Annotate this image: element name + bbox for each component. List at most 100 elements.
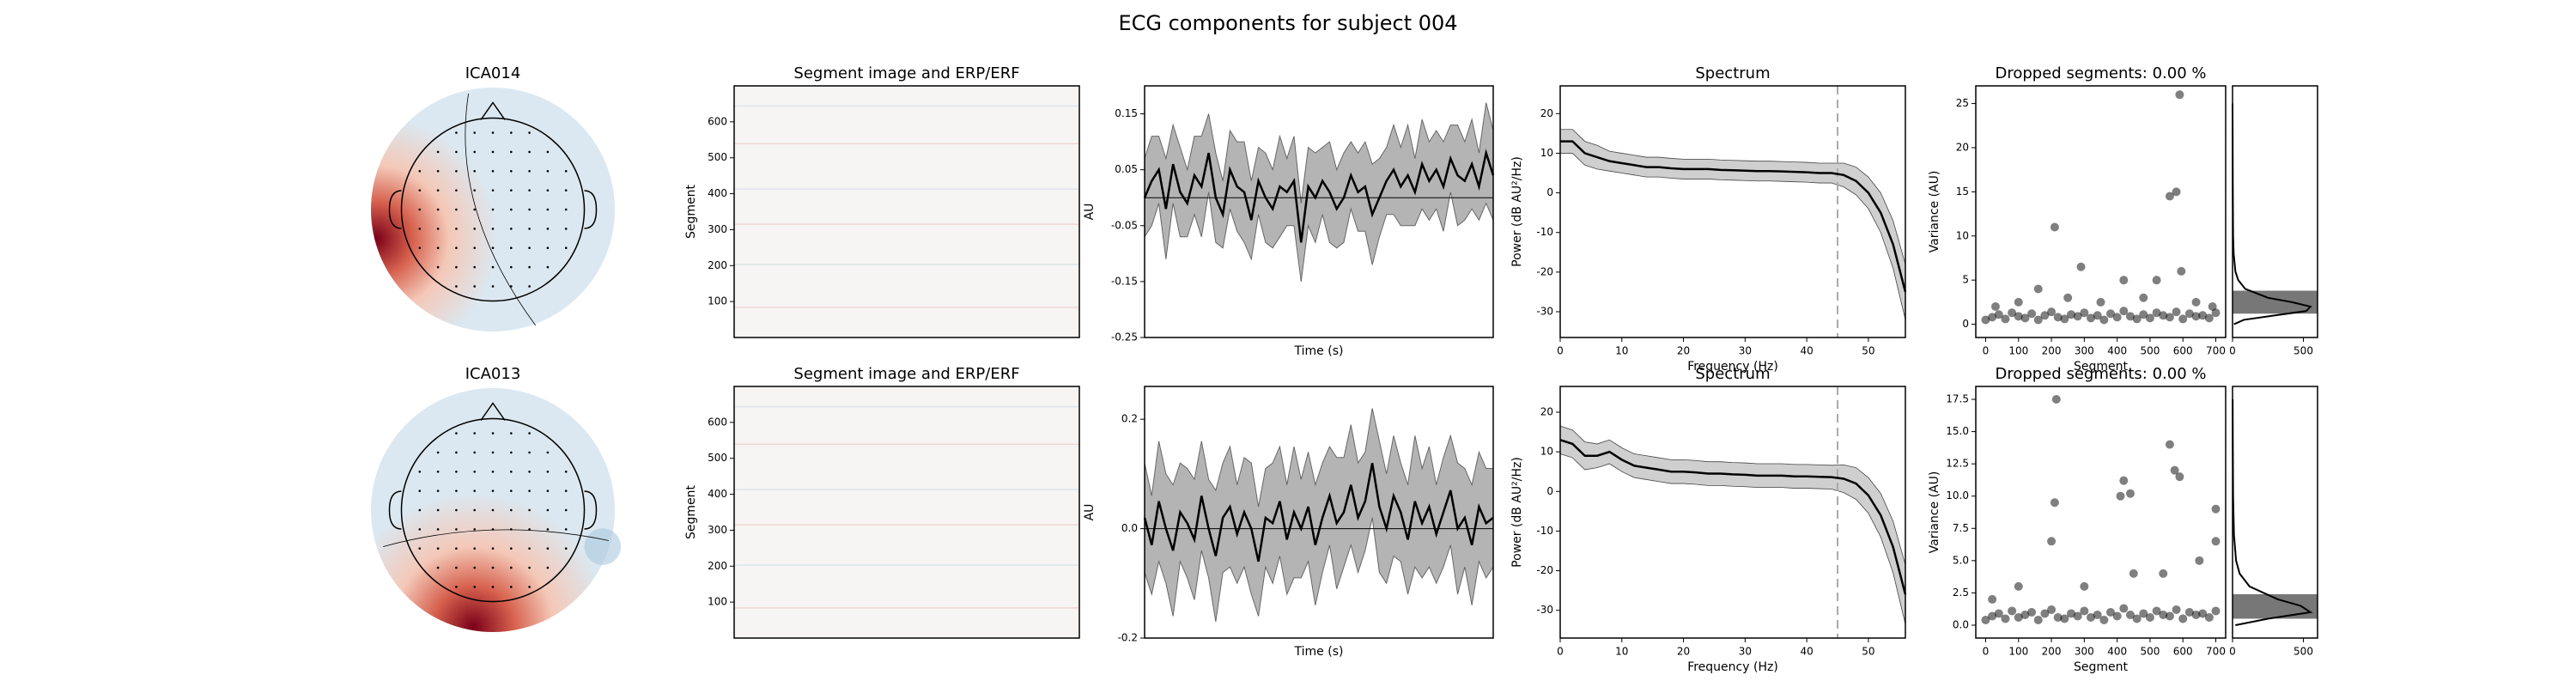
y-axis-label: Segment xyxy=(684,484,698,539)
axes-frame xyxy=(2232,386,2318,639)
sensor xyxy=(528,150,531,154)
point xyxy=(2119,276,2129,285)
point xyxy=(2014,612,2023,622)
sensor xyxy=(510,189,513,192)
x-tick-label: 50 xyxy=(1862,646,1874,658)
sensor xyxy=(546,508,550,512)
point xyxy=(2139,293,2148,302)
sensor xyxy=(418,528,422,531)
sensor xyxy=(564,470,568,473)
y-tick-label: 12.5 xyxy=(1946,458,1969,470)
point xyxy=(2008,308,2017,318)
panel-title: Segment image and ERP/ERF xyxy=(793,64,1019,82)
point xyxy=(1988,594,1997,604)
point xyxy=(2014,312,2023,321)
point xyxy=(2033,315,2043,325)
y-tick-label: 20 xyxy=(1540,405,1553,417)
contour xyxy=(383,529,609,547)
x-tick-label: 20 xyxy=(1677,345,1690,357)
x-tick-label: 30 xyxy=(1739,646,1752,658)
ear xyxy=(584,490,598,530)
sensor xyxy=(455,547,458,550)
y-tick-label: 10.0 xyxy=(1946,489,1969,502)
point xyxy=(2125,312,2135,321)
point xyxy=(2073,611,2082,621)
point xyxy=(2119,307,2129,316)
point xyxy=(2165,192,2174,201)
point xyxy=(2053,612,2063,622)
point xyxy=(2099,615,2109,624)
sensor xyxy=(455,150,458,154)
x-axis-label: Frequency (Hz) xyxy=(1687,660,1778,674)
y-axis-label: Variance (AU) xyxy=(1928,471,1941,554)
sensor xyxy=(473,451,476,454)
sensor xyxy=(473,489,476,492)
x-tick-label: 100 xyxy=(2008,345,2028,357)
y-axis-label: Power (dB AU²/Hz) xyxy=(1510,457,1524,568)
y-tick-label: 0.0 xyxy=(1953,618,1969,630)
point xyxy=(2165,440,2174,449)
sensor xyxy=(564,547,568,550)
sensor xyxy=(491,432,495,435)
axes-frame xyxy=(1144,85,1494,338)
point xyxy=(2080,606,2089,616)
nose xyxy=(480,101,506,120)
axes-frame xyxy=(1559,85,1906,338)
point xyxy=(2159,311,2168,320)
sensor xyxy=(491,489,495,492)
y-tick-label: -20 xyxy=(1536,265,1553,277)
point xyxy=(2139,609,2148,618)
y-tick-label: -0.2 xyxy=(1118,632,1138,644)
y-axis-label: AU xyxy=(1083,204,1097,221)
sensor xyxy=(418,547,422,550)
sensor xyxy=(473,528,476,531)
point xyxy=(2001,314,2010,324)
density-line xyxy=(2232,399,2313,626)
y-tick-label: 0 xyxy=(1546,485,1553,497)
y-tick-label: 0.15 xyxy=(1115,107,1138,119)
y-tick-label: -30 xyxy=(1536,604,1553,616)
sensor xyxy=(510,547,513,550)
point xyxy=(2170,465,2179,475)
y-tick-label: 500 xyxy=(708,452,727,464)
sensor xyxy=(418,228,422,230)
point xyxy=(2139,310,2148,319)
axes-frame xyxy=(1975,386,2227,639)
x-tick-label: 10 xyxy=(1615,345,1628,357)
mean-line xyxy=(1143,149,1495,243)
y-tick-label: 400 xyxy=(708,488,727,500)
head xyxy=(400,117,586,302)
sensor xyxy=(510,150,513,154)
sensor xyxy=(510,586,513,588)
x-tick-label: 0 xyxy=(1983,646,1990,658)
sensor xyxy=(473,246,476,250)
x-axis-label: Frequency (Hz) xyxy=(1687,360,1778,374)
x-tick-label: 0 xyxy=(1557,646,1564,658)
sensor xyxy=(455,508,458,512)
point xyxy=(2177,266,2186,276)
point xyxy=(2073,312,2082,321)
sensor xyxy=(564,246,568,250)
nose xyxy=(480,402,506,421)
point xyxy=(2211,537,2221,546)
x-tick-label: 500 xyxy=(2140,646,2160,658)
sensor xyxy=(491,586,495,588)
x-tick-label: 0 xyxy=(1983,345,1990,357)
panel-title: ICA014 xyxy=(465,64,521,82)
panel-title: Segment image and ERP/ERF xyxy=(793,365,1019,383)
point xyxy=(2172,605,2181,614)
error-band xyxy=(1559,425,1906,624)
mean-line xyxy=(1143,462,1494,562)
point xyxy=(2080,581,2089,591)
sensor xyxy=(418,246,422,250)
point xyxy=(2105,309,2115,319)
y-tick-label: 5 xyxy=(1962,274,1969,286)
y-tick-label: 0.0 xyxy=(1121,522,1138,534)
sensor xyxy=(564,528,568,531)
sensor xyxy=(455,189,458,192)
sensor xyxy=(546,246,550,250)
sensor xyxy=(491,508,495,512)
point xyxy=(2184,607,2194,617)
x-tick-label: 0 xyxy=(2229,646,2236,658)
sensor xyxy=(546,189,550,192)
